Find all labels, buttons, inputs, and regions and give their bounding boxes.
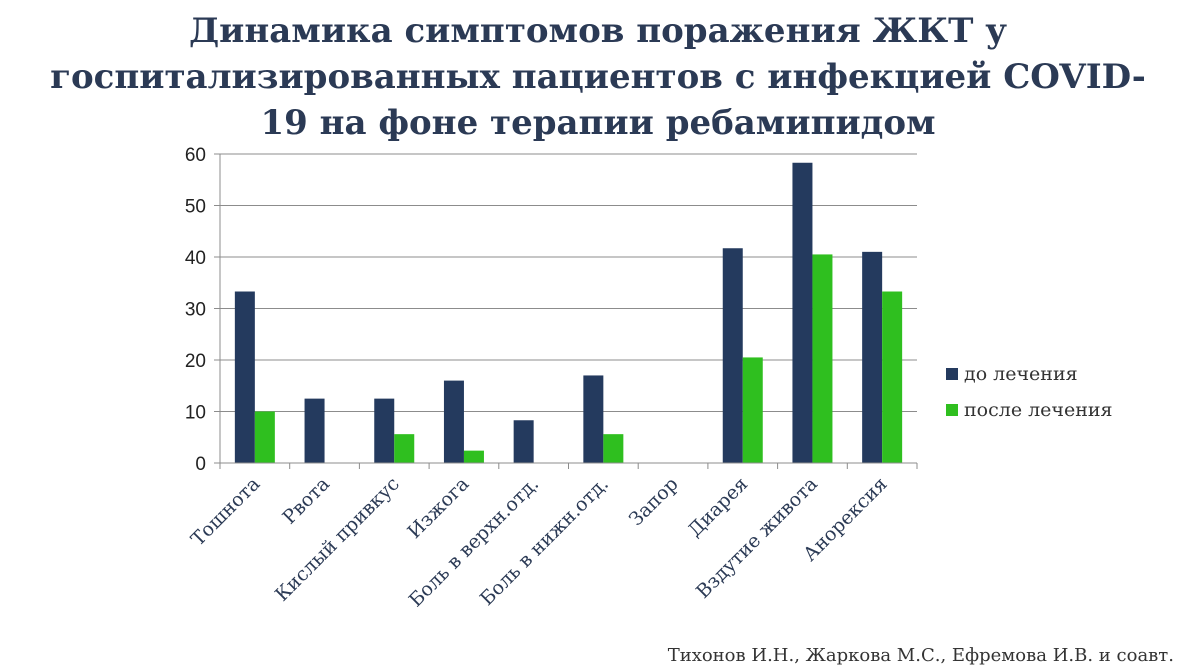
y-tick-labels: 0 10 20 30 40 50 60	[185, 145, 206, 475]
bars	[234, 162, 903, 463]
x-tick-label: Диарея	[684, 473, 752, 541]
bar-after	[882, 291, 903, 463]
y-tick-label: 60	[185, 145, 206, 166]
x-tick-label: Боль в нижн.отд.	[476, 473, 613, 610]
credit-text: Тихонов И.Н., Жаркова М.С., Ефремова И.В…	[667, 645, 1174, 666]
legend-item-before: до лечения	[946, 356, 1113, 392]
legend-swatch-before	[946, 368, 958, 380]
bar-after	[463, 450, 484, 463]
y-tick-label: 40	[185, 248, 206, 269]
bar-before	[374, 398, 395, 463]
y-tick-label: 50	[185, 197, 206, 218]
bar-before	[792, 162, 813, 463]
bar-after	[394, 434, 415, 463]
x-tick-label: Рвота	[278, 473, 334, 529]
bar-after	[603, 434, 624, 463]
bar-before	[513, 420, 534, 463]
y-tick-label: 30	[185, 300, 206, 321]
bar-after	[254, 411, 275, 463]
x-tick-label: Изжога	[403, 473, 473, 543]
y-tick-label: 0	[195, 454, 206, 475]
axes	[214, 153, 918, 469]
legend: до лечения после лечения	[946, 356, 1113, 428]
bar-before	[722, 248, 743, 463]
title-line-2: госпитализированных пациентов с инфекцие…	[50, 57, 1146, 97]
x-tick-label: Запор	[625, 473, 683, 531]
bar-after	[812, 254, 833, 463]
x-tick-label: Тошнота	[187, 473, 265, 551]
bar-before	[234, 291, 255, 463]
bar-before	[304, 398, 325, 463]
legend-swatch-after	[946, 404, 958, 416]
y-tick-label: 10	[185, 403, 206, 424]
bar-after	[742, 357, 763, 463]
bar-before	[862, 251, 883, 463]
x-tick-label: Вздутие живота	[692, 473, 822, 603]
title-line-1: Динамика симптомов поражения ЖКТ у	[188, 11, 1008, 51]
legend-label-after: после лечения	[964, 399, 1113, 421]
y-tick-label: 20	[185, 351, 206, 372]
legend-label-before: до лечения	[964, 363, 1078, 385]
legend-item-after: после лечения	[946, 392, 1113, 428]
title-line-3: 19 на фоне терапии ребамипидом	[260, 103, 936, 143]
bar-before	[583, 375, 604, 463]
chart-title: Динамика симптомов поражения ЖКТ у госпи…	[0, 8, 1196, 146]
bar-before	[443, 380, 464, 463]
x-tick-label: Кислый привкус	[271, 473, 404, 606]
x-tick-label: Боль в верхн.отд.	[405, 473, 543, 611]
